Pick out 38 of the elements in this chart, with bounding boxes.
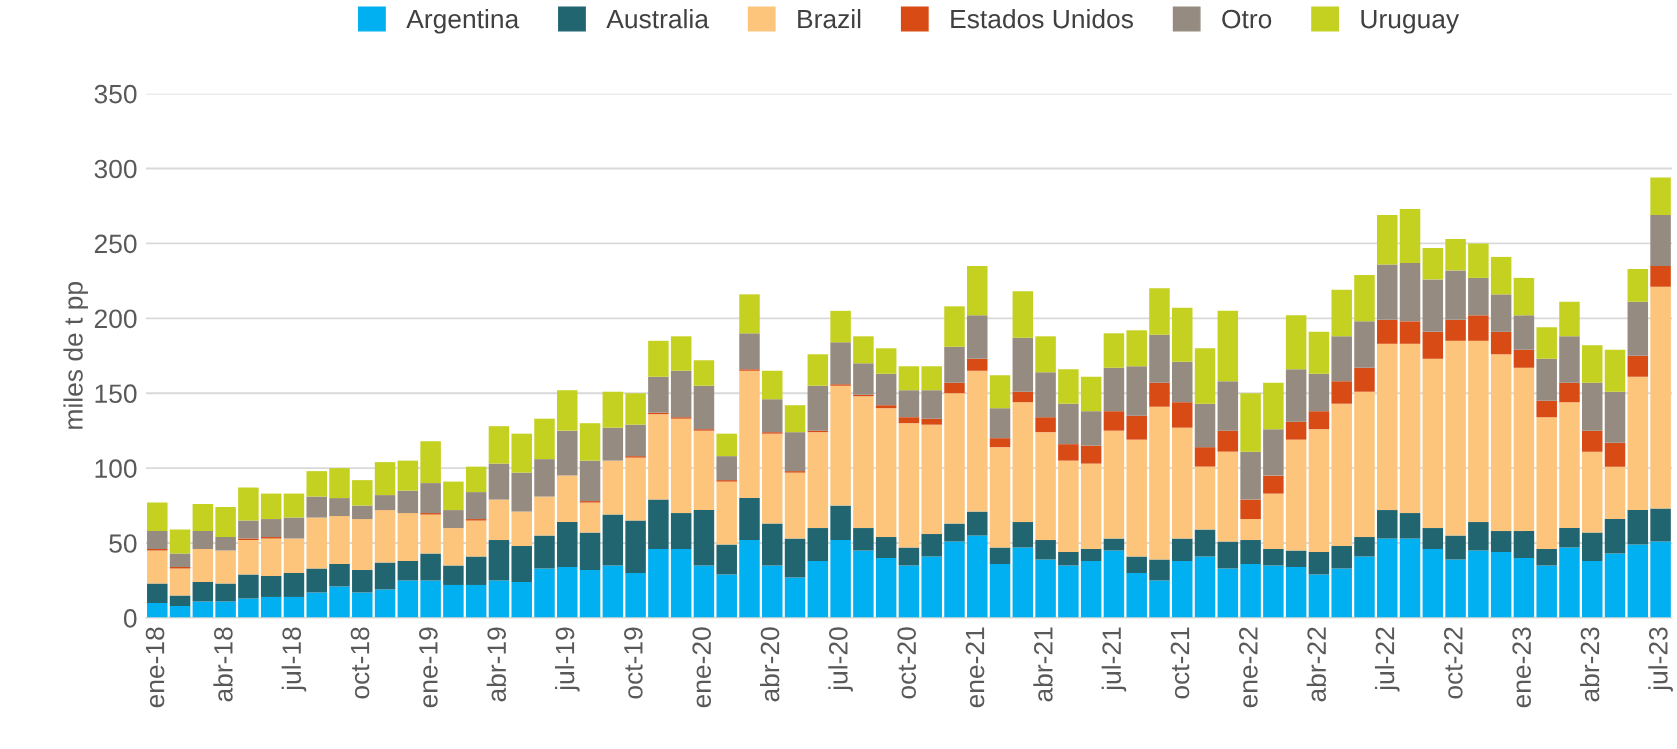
x-tick-label: oct-22 <box>1443 627 1463 699</box>
legend-label: Brazil <box>798 9 861 29</box>
x-tick-label: abr-22 <box>1306 627 1327 702</box>
x-tick-label: jul-22 <box>1374 627 1400 692</box>
legend-label: Uruguay <box>1361 9 1460 34</box>
x-tick-label: abr-21 <box>1033 627 1053 702</box>
y-tick-label: 350 <box>94 84 137 104</box>
x-tick-label: jul-20 <box>828 627 853 692</box>
x-tick-label: abr-20 <box>759 627 780 702</box>
x-tick-label: oct-21 <box>1170 627 1190 699</box>
y-tick-label: 250 <box>94 234 137 254</box>
x-tick-label: abr-19 <box>486 627 507 702</box>
x-tick-label: ene-21 <box>965 627 985 708</box>
x-tick-label: abr-23 <box>1579 627 1600 702</box>
legend-label: Otro <box>1222 9 1272 29</box>
x-tick-label: oct-18 <box>350 627 370 699</box>
legend-label: Estados Unidos <box>951 9 1133 29</box>
x-tick-label: jul-21 <box>1101 627 1127 692</box>
y-axis-title: miles de t pp <box>63 282 88 429</box>
x-tick-label: ene-22 <box>1238 627 1258 708</box>
x-tick-label: oct-20 <box>897 627 917 699</box>
y-tick-label: 0 <box>123 609 137 628</box>
x-tick-label: abr-18 <box>213 627 233 702</box>
x-tick-label: jul-23 <box>1648 627 1673 692</box>
y-tick-label: 50 <box>109 534 137 553</box>
x-tick-label: ene-23 <box>1512 627 1531 708</box>
x-tick-label: oct-19 <box>624 627 643 699</box>
x-tick-label: jul-18 <box>281 627 307 692</box>
x-tick-label: ene-18 <box>145 627 165 708</box>
y-tick-label: 150 <box>95 384 137 404</box>
x-tick-label: ene-19 <box>419 627 438 708</box>
x-tick-label: ene-20 <box>692 627 712 708</box>
x-tick-label: jul-19 <box>554 627 580 692</box>
legend-label: Australia <box>606 9 709 29</box>
legend-label: Argentina <box>406 9 520 34</box>
y-tick-label: 100 <box>95 459 137 478</box>
y-tick-label: 200 <box>94 309 137 329</box>
y-tick-label: 300 <box>94 159 137 179</box>
